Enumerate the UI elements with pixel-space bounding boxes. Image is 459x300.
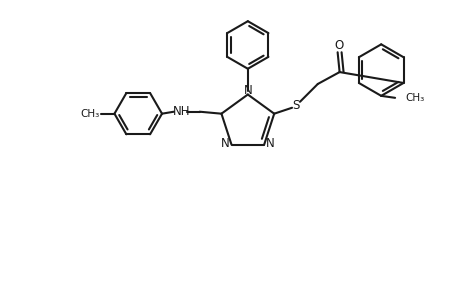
Text: NH: NH xyxy=(173,105,190,118)
Text: S: S xyxy=(291,99,299,112)
Text: CH₃: CH₃ xyxy=(404,93,423,103)
Text: N: N xyxy=(221,137,230,150)
Text: CH₃: CH₃ xyxy=(80,109,99,119)
Text: N: N xyxy=(265,137,274,150)
Text: O: O xyxy=(333,39,342,52)
Text: N: N xyxy=(243,84,252,97)
